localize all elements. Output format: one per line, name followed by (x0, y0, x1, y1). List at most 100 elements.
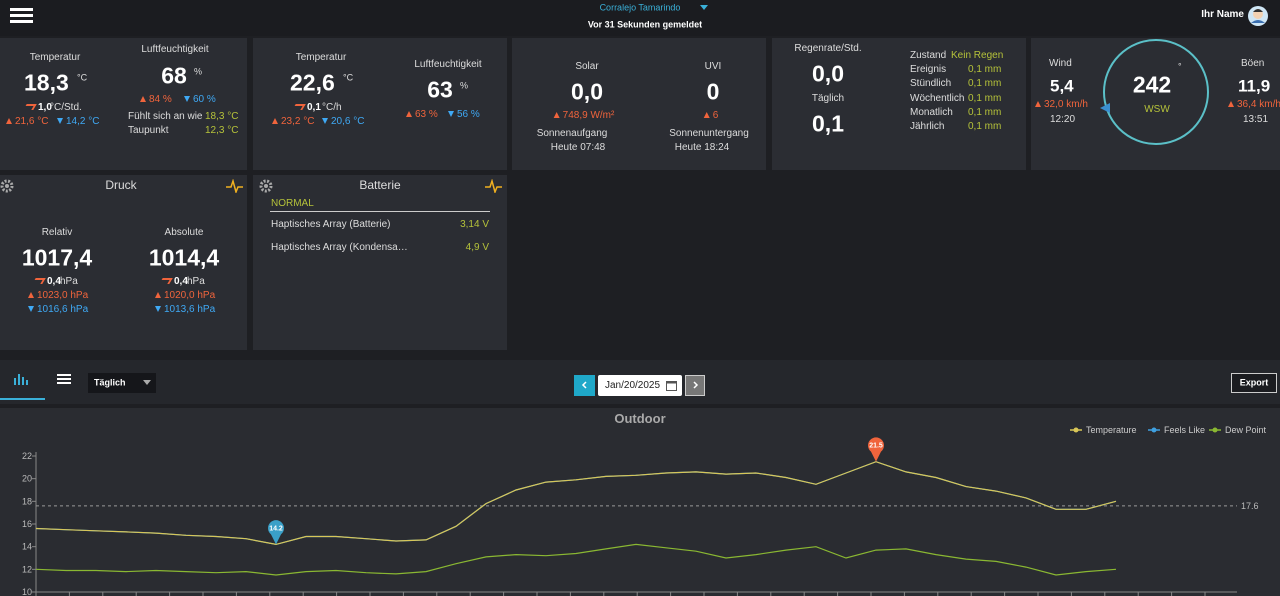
avatar[interactable] (1247, 5, 1269, 27)
temperature: 22,6 (290, 69, 335, 96)
battery-value: 4,9 V (465, 242, 489, 253)
battery-value: 3,14 V (460, 219, 489, 230)
label: Böen (1241, 58, 1265, 69)
y-tick-label: 16 (22, 519, 32, 529)
label: Temperatur (29, 52, 81, 63)
unit: % (460, 80, 469, 91)
chart-area (0, 408, 1280, 596)
rain-panel (772, 38, 1026, 170)
label: Solar (575, 61, 599, 72)
label: Absolute (164, 227, 204, 238)
date-value: Jan/20/2025 (605, 380, 661, 391)
unit: ° (1178, 61, 1182, 72)
location[interactable]: Corralejo Tamarindo (599, 2, 681, 13)
gust-speed: 11,9 (1238, 76, 1271, 96)
time: 12:20 (1050, 114, 1076, 125)
compass (1100, 39, 1209, 145)
pulse-icon[interactable] (226, 179, 244, 193)
marker-pin (868, 437, 884, 462)
unit: °C/Std. (50, 102, 82, 113)
legend-dot (1212, 427, 1218, 433)
legend-label: Dew Point (1225, 425, 1267, 435)
unit: °C (343, 72, 354, 83)
tab-indicator (0, 398, 45, 400)
trend: 0,4 (34, 277, 61, 287)
chart-title: Outdoor (614, 411, 665, 426)
uvi: 0 (706, 78, 720, 105)
max: 36,4 km/h (1228, 100, 1280, 110)
export-button[interactable] (1231, 373, 1277, 393)
y-tick-label: 12 (22, 564, 32, 574)
label: Täglich (811, 93, 845, 104)
max: 21,6 °C (6, 117, 48, 127)
temperature: 18,3 (24, 69, 69, 96)
y-tick-label: 18 (22, 496, 32, 506)
label: UVI (704, 61, 722, 72)
rain-value: 0,1 mm (968, 92, 1002, 104)
menu-button[interactable] (10, 8, 34, 24)
max: 6 (704, 111, 719, 121)
battery-label: Haptisches Array (Batterie) (271, 219, 391, 230)
unit: hPa (60, 276, 78, 287)
settings-icon[interactable] (0, 179, 14, 193)
marker-label: 21.5 (869, 443, 883, 450)
rain-value: 0,1 mm (968, 64, 1002, 76)
trend: 1,0 (25, 103, 52, 113)
user-name[interactable]: Ihr Name (1201, 9, 1244, 20)
rain-value: Kein Regen (951, 50, 1004, 61)
solar: 0,0 (571, 78, 603, 105)
rain-label: Stündlich (910, 78, 952, 90)
max: 748,9 W/m² (554, 111, 615, 121)
label: Temperatur (295, 52, 347, 63)
label: Fühlt sich an wie (128, 111, 203, 122)
rain-label: Wöchentlich (910, 92, 965, 104)
rain-label: Monatlich (910, 106, 953, 118)
max: 1023,0 hPa (28, 291, 88, 301)
pulse-icon[interactable] (485, 179, 503, 193)
panel-title: Druck (105, 178, 137, 192)
top-bar (0, 0, 1280, 36)
feels-like: 18,3 °C (205, 111, 239, 122)
settings-icon[interactable] (259, 179, 273, 193)
pressure-panel (0, 175, 247, 350)
battery-panel (253, 175, 507, 350)
direction-name: WSW (1144, 104, 1170, 115)
date-input[interactable] (598, 375, 682, 396)
humidity: 68 (161, 62, 187, 89)
label: Luftfeuchtigkeit (141, 44, 209, 55)
rain-rate: 0,0 (812, 60, 844, 87)
marker-pin (268, 520, 284, 545)
next-icon (693, 381, 699, 389)
rain-value: 0,1 mm (968, 106, 1002, 118)
status: NORMAL (271, 198, 314, 209)
period-select[interactable] (88, 373, 156, 393)
min: 1013,6 hPa (155, 305, 215, 315)
max: 32,0 km/h (1035, 100, 1088, 110)
series-line (35, 543, 1117, 576)
wind-speed: 5,4 (1050, 76, 1074, 96)
sunrise: Heute 07:48 (550, 142, 606, 153)
min: 1016,6 hPa (28, 305, 88, 315)
rain-value: 0,1 mm (968, 78, 1002, 90)
location-dropdown[interactable] (699, 4, 709, 12)
export-label: Export (1239, 377, 1269, 388)
next-day-button[interactable] (685, 375, 705, 396)
rain-value: 0,1 mm (968, 121, 1002, 132)
trend: 0,1 (294, 103, 321, 113)
humidity: 63 (427, 76, 453, 103)
wind-direction: 242 (1132, 71, 1172, 98)
unit: hPa (187, 276, 205, 287)
max: 84 % (140, 95, 172, 105)
period-select-value: Täglich (94, 377, 126, 388)
y-tick-label: 10 (22, 587, 32, 596)
marker-label: 14.2 (269, 525, 283, 532)
legend-label: Temperature (1086, 425, 1137, 435)
list-tab[interactable] (57, 374, 71, 384)
chart-tab[interactable] (13, 372, 29, 386)
legend-label: Feels Like (1164, 425, 1205, 435)
calendar-icon (666, 381, 677, 391)
time: 13:51 (1243, 114, 1269, 125)
max: 23,2 °C (272, 117, 314, 127)
label: Taupunkt (128, 125, 169, 136)
